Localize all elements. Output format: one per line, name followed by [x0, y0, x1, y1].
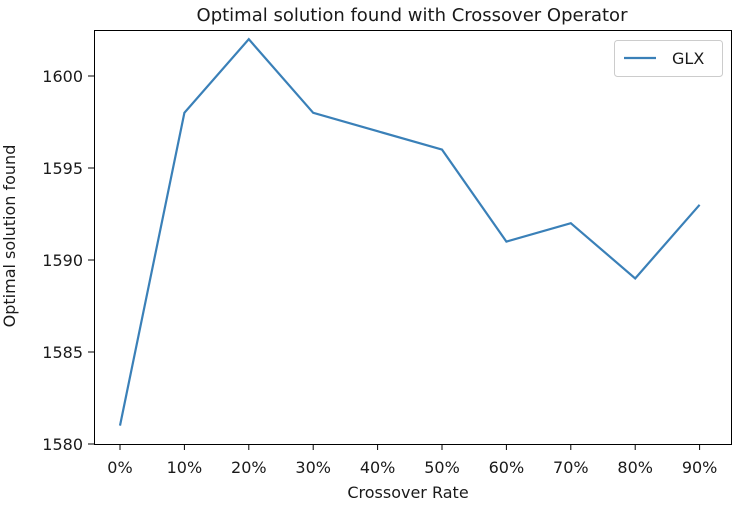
- y-tick-label: 1585: [42, 343, 83, 362]
- y-axis-label: Optimal solution found: [0, 145, 19, 328]
- y-tick-label: 1595: [42, 159, 83, 178]
- y-tick-label: 1590: [42, 251, 83, 270]
- x-tick-label: 30%: [295, 458, 331, 477]
- chart-title: Optimal solution found with Crossover Op…: [197, 5, 629, 26]
- x-tick-label: 90%: [682, 458, 718, 477]
- x-tick-label: 0%: [107, 458, 132, 477]
- x-tick-label: 20%: [231, 458, 267, 477]
- x-tick-label: 80%: [617, 458, 653, 477]
- x-tick-label: 10%: [167, 458, 203, 477]
- plot-frame: [94, 30, 732, 445]
- x-tick-label: 70%: [553, 458, 589, 477]
- legend-box: [614, 40, 723, 77]
- x-axis-label: Crossover Rate: [347, 483, 468, 502]
- x-tick-label: 40%: [360, 458, 396, 477]
- y-tick-label: 1580: [42, 435, 83, 454]
- series-line-glx: [118, 37, 701, 426]
- legend-label: GLX: [672, 49, 704, 68]
- x-tick-label: 50%: [424, 458, 460, 477]
- x-tick-label: 60%: [489, 458, 525, 477]
- y-tick-label: 1600: [42, 67, 83, 86]
